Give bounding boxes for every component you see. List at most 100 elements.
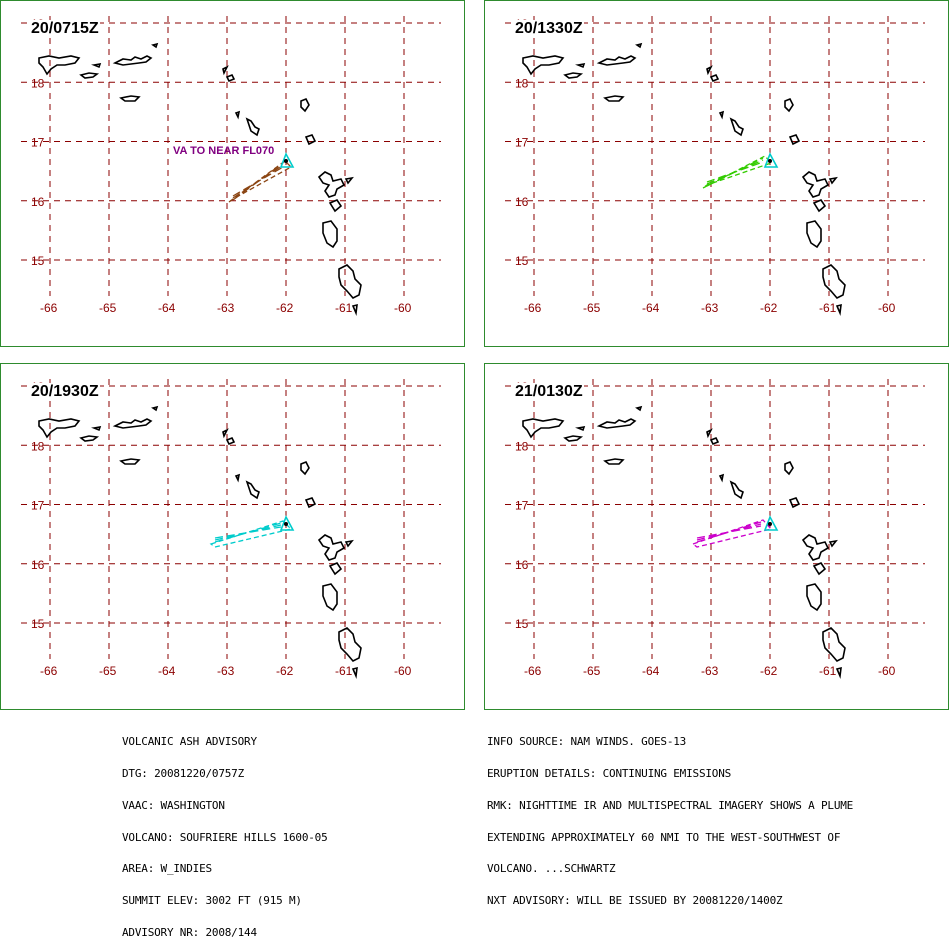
lat-label: 15 [515,617,529,631]
plume-outline [209,520,293,548]
lon-label: -64 [642,301,660,315]
island-outline [522,418,565,439]
advisory-left: VOLCANIC ASH ADVISORY DTG: 20081220/0757… [122,716,328,949]
lon-label: -61 [335,664,353,678]
island-outline [338,627,362,662]
island-outline [234,473,241,483]
island-outline [225,436,236,446]
plume-annotation: VA TO NEAR FL070 [173,145,274,157]
island-outline [563,435,584,442]
island-outline [801,534,830,561]
lon-label: -65 [99,664,117,678]
island-outline [706,428,713,439]
island-outline [151,42,159,49]
lat-label: 16 [31,558,45,572]
island-outline [522,55,565,76]
coastlines [38,42,362,317]
island-outline [806,220,822,249]
panel-title: 20/1930Z [30,383,100,401]
lat-label: 15 [31,254,45,268]
island-outline [79,435,100,442]
lon-label: -66 [40,301,58,315]
volcano-marker-icon [763,515,779,531]
island-outline [706,65,713,76]
island-outline [563,72,584,79]
island-outline [822,627,846,662]
island-outline [112,418,153,429]
island-outline [603,458,625,465]
lon-label: -62 [276,301,294,315]
lat-label: 18 [515,439,529,453]
island-outline [635,42,643,49]
lat-label: 17 [515,136,529,150]
advisory-line: SUMMIT ELEV: 3002 FT (915 M) [122,894,302,908]
island-outline [812,199,827,213]
island-outline [575,425,586,432]
lat-label: 18 [515,76,529,90]
island-outline [338,264,362,299]
island-outline [322,583,338,612]
island-outline [304,497,317,509]
island-outline [91,62,102,69]
volcano-marker-icon [763,152,779,168]
plume-hatch [232,166,284,197]
advisory-line: NXT ADVISORY: WILL BE ISSUED BY 20081220… [487,894,783,908]
island-outline [709,73,720,83]
advisory-line: ADVISORY NR: 2008/144 [122,925,257,939]
lon-label: -64 [158,301,176,315]
island-outline [351,666,358,680]
volcano-marker-icon [279,152,295,168]
plume-hatch [706,161,764,183]
island-outline [729,480,744,500]
plume-outline [691,519,773,548]
coastlines [522,42,846,317]
island-outline [317,171,346,198]
island-outline [788,497,801,509]
lat-label: 17 [515,499,529,513]
island-outline [784,460,794,476]
plume-hatch [214,524,282,541]
panel-20-1930z: 1918171615-66-65-64-63-62-61-60 20/1930Z [0,363,465,710]
island-outline [300,97,310,113]
lon-label: -60 [394,301,412,315]
coastlines [38,405,362,680]
lon-label: -62 [276,664,294,678]
island-outline [344,539,354,548]
plume-hatch [696,523,762,541]
island-outline [328,562,343,576]
panel-title: 20/1330Z [514,20,584,38]
lon-label: -61 [819,301,837,315]
lat-label: 16 [31,195,45,209]
panel-title: 21/0130Z [514,383,584,401]
island-outline [729,117,744,137]
island-outline [351,303,358,317]
map-svg: 1918171615-66-65-64-63-62-61-60 [21,379,441,680]
grid [21,16,441,296]
lon-label: -62 [760,301,778,315]
island-outline [245,117,260,137]
lon-label: -63 [217,664,235,678]
lat-label: 17 [31,136,45,150]
plume-hatch [696,521,762,543]
advisory-line: INFO SOURCE: NAM WINDS. GOES-13 [487,735,687,749]
panel-title: 20/0715Z [30,20,100,38]
lon-label: -65 [583,664,601,678]
island-outline [222,65,229,76]
map-svg: 1918171615-66-65-64-63-62-61-60 [505,379,925,680]
lat-label: 17 [31,499,45,513]
lon-label: -60 [878,664,896,678]
lon-label: -62 [760,664,778,678]
island-outline [234,110,241,120]
island-outline [79,72,100,79]
lat-label: 18 [31,439,45,453]
lat-label: 18 [31,76,45,90]
island-outline [709,436,720,446]
island-outline [828,176,838,185]
island-outline [596,55,637,66]
island-outline [344,176,354,185]
advisory-line: AREA: W_INDIES [122,862,212,876]
island-outline [788,134,801,146]
lat-label: 15 [31,617,45,631]
